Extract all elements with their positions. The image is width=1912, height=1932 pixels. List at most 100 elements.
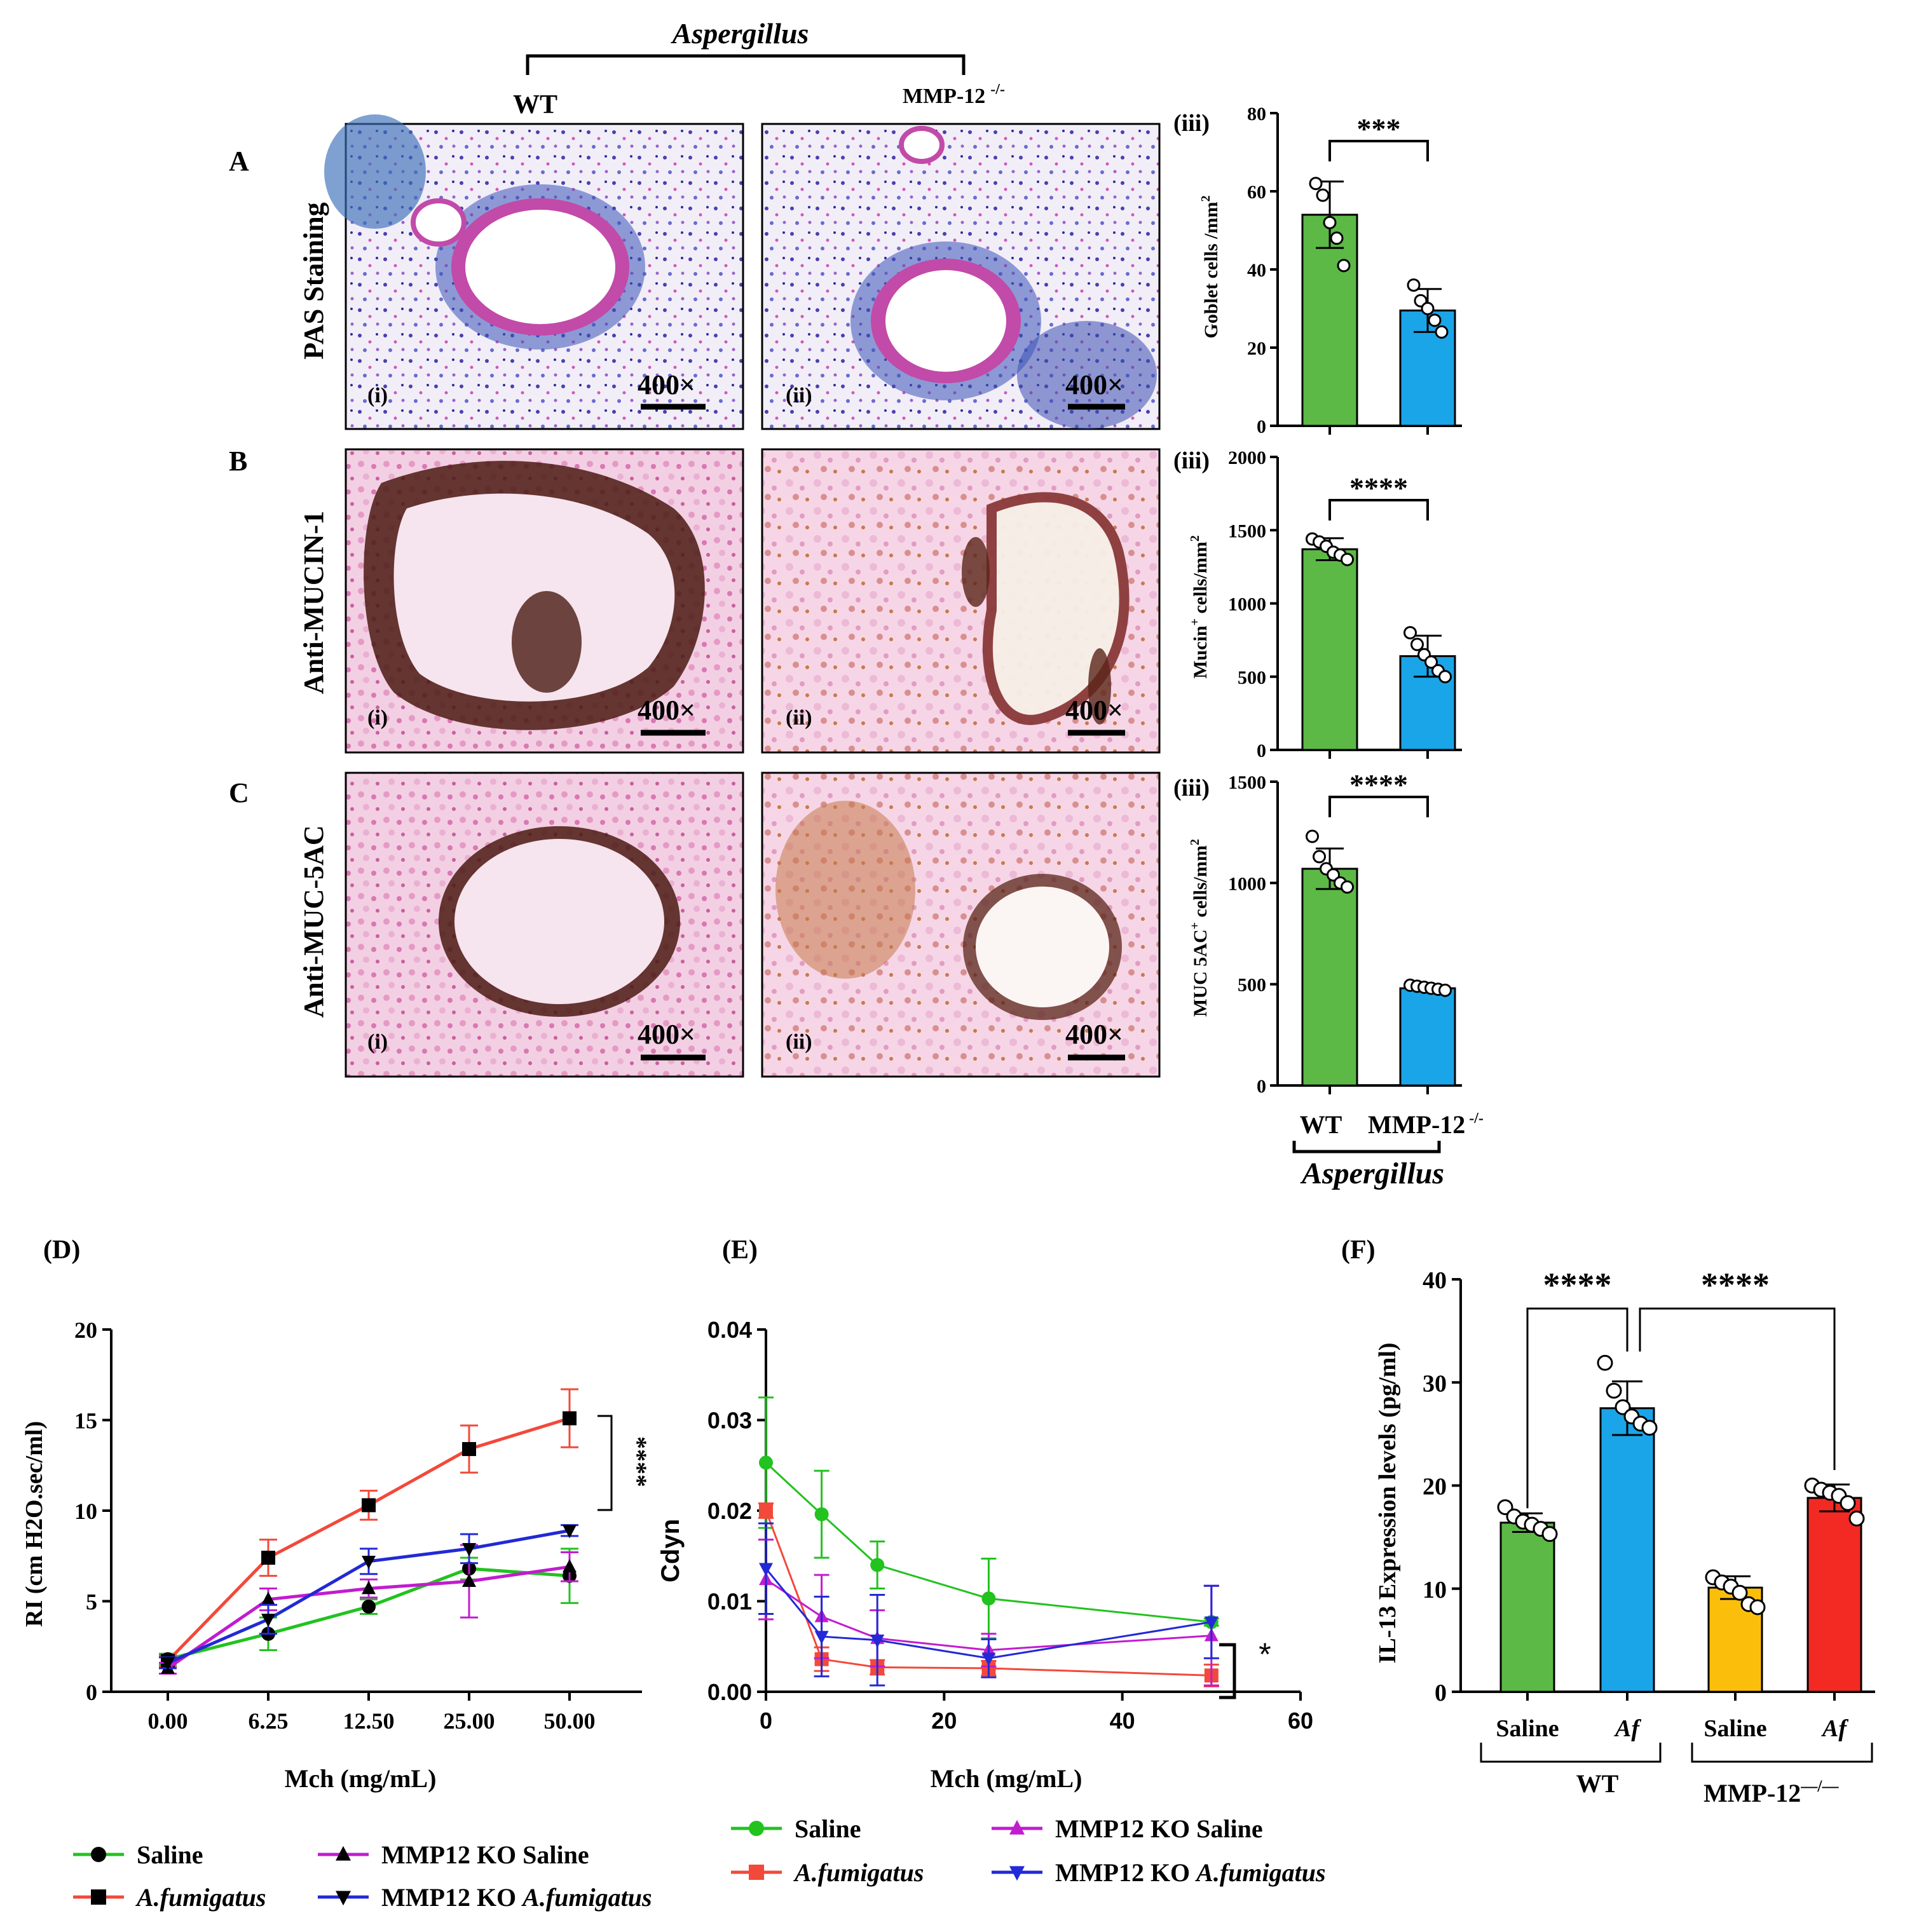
chart-c-point-0-0 [1306,829,1319,843]
chart-f-sig-bracket-1 [1639,1307,1836,1471]
chart-f-point-0-5 [1541,1526,1558,1542]
chart-f-sig-label-0: **** [1543,1266,1612,1304]
chart-d-xtick-label-3: 25.00 [444,1708,495,1734]
chart-d-marker-3-2 [362,1556,376,1569]
chart-d-marker-2-3 [462,1574,476,1587]
chart-b-panel-label: (iii) [1173,447,1210,474]
chart-d-ytick-label-3: 15 [74,1408,97,1434]
chart-f-ytick-label-0: 0 [1435,1680,1447,1706]
micrograph-b-i [345,448,744,754]
chart-b-bar-0 [1301,548,1358,751]
chart-e-sig-label: * [1259,1636,1271,1672]
chart-e-ytick-label-4: 0.04 [707,1317,752,1343]
chart-e-ytick-label-3: 0.03 [707,1408,752,1434]
chart-f-xtick-label-1: Af [1614,1715,1641,1742]
chart-d-ylabel: RI (cm H2O.sec/ml) [21,1421,48,1627]
chart-a-iii: (iii) Goblet cells /mm2 0 20 40 60 80 *** [1173,104,1462,437]
row-title-mucin1: Anti-MUCIN-1 [298,511,329,694]
magnification-group: 400× 400× 400× 400× 400× 400× [638,369,1123,1050]
chart-b-sig-label: **** [1349,472,1408,504]
micro-label-group: (i) (ii) (i) (ii) (i) (ii) [367,384,812,1054]
abc-bottom-axis: WT MMP-12 -/- Aspergillus [1292,1110,1484,1190]
legend-e-swatch-marker-2 [1009,1820,1025,1835]
chart-e-marker-0-3 [981,1591,996,1606]
micro-label-b-i: (i) [367,706,388,730]
chart-c-point-0-1 [1313,850,1326,864]
chart-e-ytick-label-2: 0.02 [707,1498,752,1524]
chart-d-sig-label: **** [624,1436,652,1487]
chart-c-point-0-3 [1327,868,1340,882]
chart-e-xtick-label-1: 20 [931,1708,957,1734]
chart-e-panel-label: (E) [722,1235,758,1265]
chart-d: (D) RI (cm H2O.sec/ml) Mch (mg/mL) 0 5 10 1… [21,1235,652,1793]
chart-f-point-3-5 [1848,1510,1865,1527]
micrograph-c-ii [761,772,1161,1078]
chart-d-ytick-label-1: 5 [86,1589,97,1615]
panel-letter-a: A [229,146,249,177]
row-title-pas: PAS Staining [298,202,329,359]
chart-f-point-2-5 [1749,1599,1766,1616]
chart-b-point-0-5 [1341,552,1354,566]
chart-e-series-0 [758,1396,1219,1640]
chart-b-point-1-0 [1403,626,1417,640]
chart-e-sig-bracket [1219,1643,1236,1699]
chart-b-ytick-label-0: 0 [1257,740,1266,761]
chart-f-point-2-3 [1731,1584,1748,1601]
chart-f-point-1-5 [1641,1420,1658,1436]
chart-e-xtick-label-2: 40 [1110,1708,1135,1734]
chart-c-ylabel: MUC 5AC+ cells/mm2 [1188,839,1211,1017]
chart-f-bar-3 [1806,1497,1862,1693]
chart-a-ylabel: Goblet cells /mm2 [1199,196,1222,339]
chart-d-xtick-label-1: 6.25 [249,1708,289,1734]
chart-f-ytick-label-2: 20 [1423,1474,1447,1500]
chart-a-ytick-label-3: 60 [1247,182,1266,203]
chart-a-ytick-label-2: 40 [1247,260,1266,281]
chart-e-xtick-label-3: 60 [1288,1708,1313,1734]
chart-d-marker-3-1 [261,1614,275,1628]
chart-f-group-bracket-ko [1691,1743,1873,1763]
scale-bars [641,404,1125,1061]
chart-d-marker-3-3 [462,1543,476,1556]
legend-d-label-1: A.fumigatus [135,1883,266,1912]
legend-e: Saline A.fumigatus MMP12 KO Saline MMP12 KO… [731,1814,1326,1887]
chart-a-point-1-4 [1435,325,1449,339]
legend-d-swatch-marker-1 [91,1889,106,1905]
chart-e-marker-3-1 [814,1631,829,1645]
chart-f-group-bracket-wt [1480,1743,1662,1763]
legend-e-label-1: A.fumigatus [793,1858,924,1887]
chart-a-ytick-label-1: 20 [1247,338,1266,359]
micro-label-b-ii: (ii) [786,706,812,730]
chart-a-point-0-2 [1323,215,1337,229]
magnification-b-i: 400× [638,695,695,726]
chart-d-marker-2-4 [563,1559,577,1573]
chart-e-marker-3-3 [981,1652,996,1666]
chart-e-marker-3-0 [759,1563,773,1577]
chart-b-point-1-3 [1424,655,1438,669]
chart-d-ytick-label-2: 10 [74,1499,97,1524]
chart-d-marker-1-1 [261,1551,275,1565]
chart-d-series-3 [159,1524,578,1671]
chart-e-marker-0-1 [814,1507,829,1521]
chart-b-sig-bracket [1328,499,1429,520]
chart-a-sig-bracket [1328,140,1429,161]
chart-c-point-1-5 [1438,983,1452,997]
legend-d-swatch-marker-0 [91,1847,106,1862]
chart-b-ytick-label-3: 1500 [1228,520,1266,541]
chart-d-marker-1-2 [362,1498,376,1513]
chart-a-sig-label: *** [1357,112,1401,145]
chart-d-xtick-label-2: 12.50 [343,1708,395,1734]
magnification-a-ii: 400× [1065,369,1123,400]
legend-e-swatch-marker-1 [749,1865,764,1880]
chart-b-point-1-5 [1438,670,1452,684]
chart-f-point-1-1 [1606,1382,1622,1399]
chart-b-point-1-1 [1410,637,1424,651]
panel-letter-b: B [229,446,247,477]
magnification-b-ii: 400× [1065,695,1123,726]
legend-e-label-0: Saline [795,1814,861,1843]
micrograph-a-ii [761,123,1161,430]
chart-a-point-1-2 [1421,302,1435,315]
chart-a-ytick-label-0: 0 [1257,416,1266,437]
chart-d-xtick-label-0: 0.00 [148,1708,188,1734]
legend-d-swatch-marker-3 [336,1891,351,1906]
chart-c-bar-1 [1399,987,1456,1087]
